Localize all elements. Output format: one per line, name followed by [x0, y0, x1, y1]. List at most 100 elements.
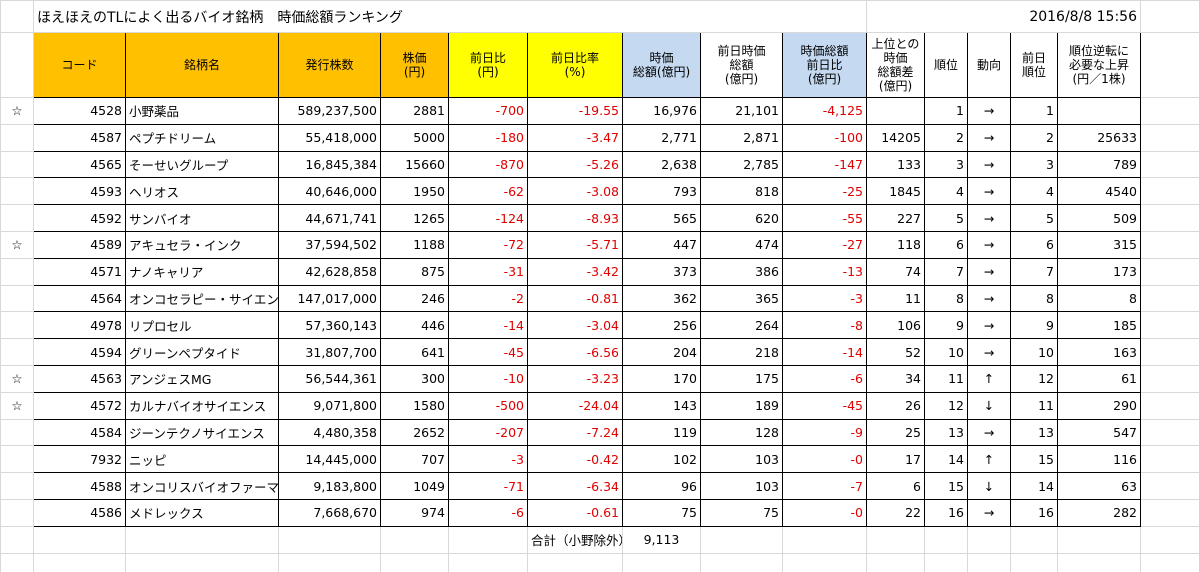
table-cell: 4540 [1057, 177, 1141, 206]
table-cell: 4978 [33, 311, 126, 340]
table-cell: 55,418,000 [278, 123, 381, 152]
table-cell: 26 [866, 391, 925, 420]
table-cell: 509 [1057, 204, 1141, 232]
table-cell: 147,017,000 [278, 284, 381, 313]
table-cell: -0.61 [527, 498, 623, 527]
table-cell: 565 [622, 204, 701, 232]
column-header: 銘柄名 [125, 32, 279, 98]
star-marker [0, 123, 34, 152]
sheet-row: 4593 ヘリオス 40,646,000 1950 -62 -3.08 793 818 -25 1… [0, 177, 1199, 206]
table-cell: → [967, 230, 1011, 259]
table-cell: 246 [380, 284, 449, 313]
column-header: 前日比 (円) [448, 32, 528, 98]
table-cell: ↑ [967, 445, 1011, 474]
table-cell: -7.24 [527, 418, 623, 447]
table-cell: 15660 [380, 150, 449, 179]
cell [1057, 525, 1141, 554]
star-marker [0, 472, 34, 500]
table-cell: ↓ [967, 391, 1011, 420]
cell [1140, 177, 1199, 206]
cell [700, 525, 783, 554]
table-cell: 22 [866, 498, 925, 527]
table-cell: -8 [782, 311, 867, 340]
table-cell: 4586 [33, 498, 126, 527]
table-cell: 1845 [866, 177, 925, 206]
table-cell: 227 [866, 204, 925, 232]
table-cell: -5.26 [527, 150, 623, 179]
table-cell: -6 [782, 364, 867, 393]
table-cell: 290 [1057, 391, 1141, 420]
cell [1140, 552, 1199, 572]
table-cell: 2652 [380, 418, 449, 447]
table-cell: 75 [622, 498, 701, 527]
column-header: 株価 (円) [380, 32, 449, 98]
table-cell: -13 [782, 257, 867, 286]
table-cell: -72 [448, 230, 528, 259]
table-cell: 547 [1057, 418, 1141, 447]
table-cell: 2,871 [700, 123, 783, 152]
table-cell: 9 [1010, 311, 1058, 340]
cell [1140, 364, 1199, 393]
sheet-row: ☆ 4572 カルナバイオサイエンス 9,071,800 1580 -500 -24.04 1… [0, 391, 1199, 420]
table-cell: 163 [1057, 338, 1141, 366]
table-cell: 16 [924, 498, 968, 527]
table-cell: 14 [924, 445, 968, 474]
table-cell: 37,594,502 [278, 230, 381, 259]
table-cell: -3 [448, 445, 528, 474]
table-cell: 14 [1010, 472, 1058, 500]
table-cell: 小野薬品 [125, 97, 279, 125]
cell [1140, 311, 1199, 340]
table-cell: 365 [700, 284, 783, 313]
star-marker [0, 418, 34, 447]
table-cell: -3.23 [527, 364, 623, 393]
table-cell: -3.47 [527, 123, 623, 152]
table-cell: 63 [1057, 472, 1141, 500]
table-cell: -62 [448, 177, 528, 206]
table-cell: -0 [782, 445, 867, 474]
sheet-row: 4587 ペプチドリーム 55,418,000 5000 -180 -3.47 2,771 2… [0, 123, 1199, 152]
cell [1140, 472, 1199, 500]
table-cell: 256 [622, 311, 701, 340]
table-cell: 9,071,800 [278, 391, 381, 420]
star-marker [0, 498, 34, 527]
table-cell: 362 [622, 284, 701, 313]
table-cell: 4592 [33, 204, 126, 232]
star-marker: ☆ [0, 364, 34, 393]
cell [125, 525, 279, 554]
table-cell: -0.81 [527, 284, 623, 313]
table-cell: 118 [866, 230, 925, 259]
table-cell: 133 [866, 150, 925, 179]
table-cell: 218 [700, 338, 783, 366]
table-cell: オンコリスバイオファーマ [125, 472, 279, 500]
table-cell: 446 [380, 311, 449, 340]
column-header: 前日 順位 [1010, 32, 1058, 98]
table-cell: 4572 [33, 391, 126, 420]
table-cell: -100 [782, 123, 867, 152]
star-marker: ☆ [0, 97, 34, 125]
table-cell: 189 [700, 391, 783, 420]
table-cell: 3 [924, 150, 968, 179]
table-cell: -3 [782, 284, 867, 313]
table-cell: → [967, 97, 1011, 125]
table-cell: 264 [700, 311, 783, 340]
table-cell: 4594 [33, 338, 126, 366]
table-cell: -8.93 [527, 204, 623, 232]
table-cell: 106 [866, 311, 925, 340]
table-cell: 4565 [33, 150, 126, 179]
table-cell: 1265 [380, 204, 449, 232]
table-cell: -14 [448, 311, 528, 340]
cell [1140, 204, 1199, 232]
table-cell: -180 [448, 123, 528, 152]
table-cell: 3 [1010, 150, 1058, 179]
cell [380, 525, 449, 554]
table-cell: 2,785 [700, 150, 783, 179]
table-cell: -10 [448, 364, 528, 393]
table-cell: 789 [1057, 150, 1141, 179]
cell [1140, 391, 1199, 420]
table-cell: 7932 [33, 445, 126, 474]
table-cell: -45 [448, 338, 528, 366]
table-cell: 57,360,143 [278, 311, 381, 340]
star-marker [0, 284, 34, 313]
column-header: 上位との 時価 総額差 (億円) [866, 32, 925, 98]
table-cell: 13 [1010, 418, 1058, 447]
